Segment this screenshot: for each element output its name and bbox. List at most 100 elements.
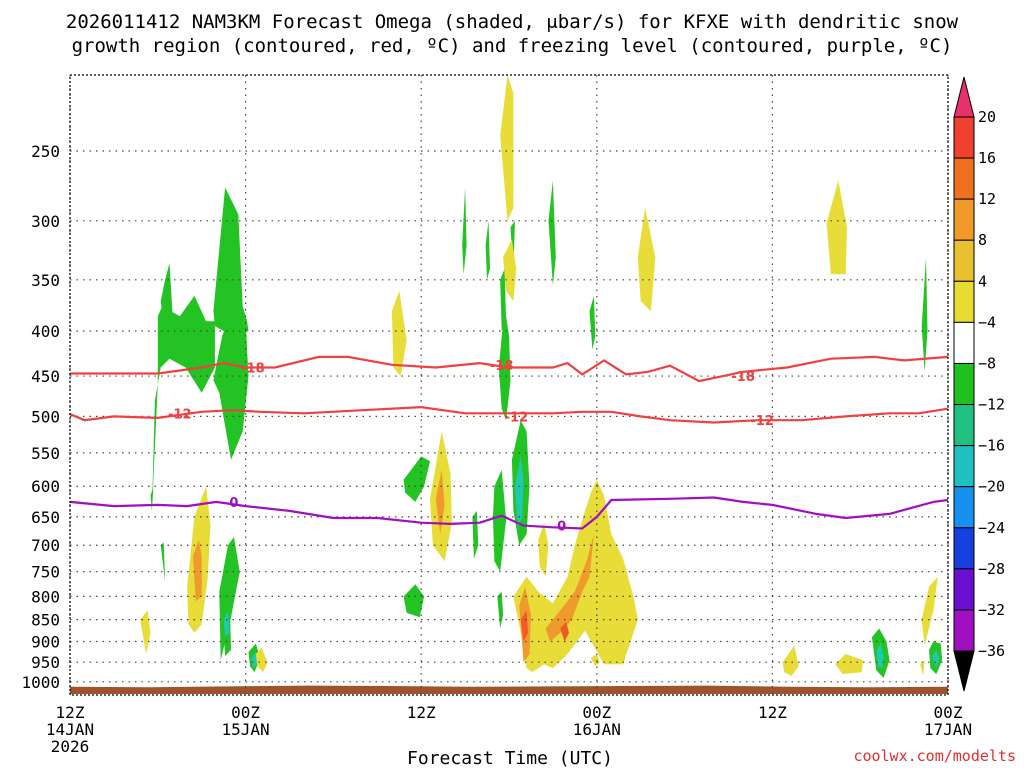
colorbar-tick-label: 16 (978, 149, 996, 167)
omega-region (920, 660, 925, 676)
x-tick-label: 12Z (758, 703, 787, 722)
y-tick-label: 850 (31, 611, 60, 630)
x-tick-label: 2026 (51, 737, 90, 756)
y-tick-label: 400 (31, 322, 60, 341)
contour-line (70, 355, 949, 383)
contour-label: -18 (490, 359, 514, 374)
omega-region (589, 295, 596, 350)
colorbar-tick-label: −12 (978, 396, 1005, 414)
chart-title-line2: growth region (contoured, red, ºC) and f… (72, 35, 953, 57)
y-tick-label: 950 (31, 653, 60, 672)
colorbar-arrow-bottom (953, 650, 975, 692)
y-tick-label: 350 (31, 271, 60, 290)
colorbar-tick-label: −16 (978, 437, 1005, 455)
omega-region (548, 180, 556, 286)
colorbar-swatch (953, 609, 975, 652)
omega-region (500, 75, 514, 221)
x-axis-label: Forecast Time (UTC) (407, 748, 613, 768)
omega-region (514, 456, 524, 529)
colorbar-swatch (953, 568, 975, 611)
omega-region (192, 539, 202, 602)
y-axis: 250 300 350 400 450 500 550 600 650 700 750 800 850 9… (21, 142, 60, 692)
terrain-fill (70, 685, 948, 694)
terrain-ground (70, 685, 948, 694)
colorbar-swatch (953, 239, 975, 282)
y-tick-label: 300 (31, 212, 60, 231)
x-tick-label: 12Z (407, 703, 436, 722)
y-tick-label: 650 (31, 508, 60, 527)
contour-line (69, 405, 949, 424)
x-tick-label: 17JAN (924, 720, 972, 739)
colorbar-swatch (953, 280, 975, 323)
omega-region (462, 187, 467, 275)
omega-region (497, 591, 504, 629)
x-tick-label: 14JAN (46, 720, 94, 739)
omega-region (213, 187, 249, 336)
contour-label: -18 (731, 370, 755, 385)
contour-label: -12 (505, 410, 529, 425)
x-tick-label: 00Z (231, 703, 260, 722)
y-tick-label: 700 (31, 536, 60, 555)
colorbar-tick-label: 4 (978, 272, 987, 290)
omega-region (560, 621, 569, 642)
colorbar-swatch (953, 321, 975, 364)
y-tick-label: 1000 (21, 673, 60, 692)
omega-region (151, 295, 215, 511)
colorbar-tick-label: 8 (978, 231, 987, 249)
contour-label: -18 (241, 361, 265, 376)
omega-region (637, 207, 656, 312)
omega-region (391, 290, 407, 377)
omega-region (590, 654, 600, 667)
contour-line (69, 496, 949, 530)
contour-label: -12 (750, 414, 774, 429)
y-tick-label: 900 (31, 632, 60, 651)
omega-region (545, 534, 594, 642)
omega-region (921, 257, 928, 372)
omega-region (921, 576, 938, 646)
colorbar-swatch (953, 362, 975, 406)
colorbar: 20 16 12 8 4 −4 −8 −12 −16 −20 −24 −28 −32 −36 (953, 76, 1005, 692)
colorbar-tick-label: −20 (978, 478, 1005, 496)
y-tick-label: 250 (31, 142, 60, 161)
y-tick-label: 800 (31, 587, 60, 606)
omega-region (472, 510, 479, 559)
omega-region (223, 610, 230, 638)
omega-region (782, 645, 799, 676)
contour-label: 0 (229, 496, 238, 511)
y-tick-label: 750 (31, 563, 60, 582)
omega-region (876, 643, 884, 669)
omega-region (826, 180, 847, 275)
colorbar-arrow-top (953, 76, 975, 118)
colorbar-tick-label: −28 (978, 560, 1005, 578)
omega-region (485, 220, 490, 280)
colorbar-swatch (953, 486, 975, 529)
omega-region (255, 647, 268, 673)
omega-region (160, 263, 173, 350)
y-tick-label: 500 (31, 407, 60, 426)
omega-region (520, 610, 528, 642)
omega-region (492, 469, 507, 572)
colorbar-tick-label: 12 (978, 190, 996, 208)
contour-label: 0 (557, 520, 566, 535)
omega-region (160, 542, 166, 582)
contour-lines: -18 -18 -18 -12 -12 -12 0 0 (69, 355, 949, 535)
omega-region (403, 456, 430, 502)
omega-region (513, 479, 638, 673)
omega-region (500, 268, 507, 331)
colorbar-tick-label: 20 (978, 108, 996, 126)
colorbar-swatch (953, 404, 975, 447)
y-tick-label: 600 (31, 477, 60, 496)
colorbar-tick-label: −8 (978, 354, 996, 372)
x-tick-label: 00Z (582, 703, 611, 722)
colorbar-swatch (953, 198, 975, 241)
colorbar-swatch (953, 527, 975, 570)
omega-region (503, 239, 517, 302)
contour-label: -12 (168, 407, 192, 422)
x-tick-label: 16JAN (573, 720, 621, 739)
colorbar-tick-label: −4 (978, 313, 996, 331)
credit-link[interactable]: coolwx.com/modelts (853, 747, 1016, 765)
plot-frame (69, 74, 949, 696)
y-tick-label: 550 (31, 444, 60, 463)
omega-region (251, 652, 258, 669)
